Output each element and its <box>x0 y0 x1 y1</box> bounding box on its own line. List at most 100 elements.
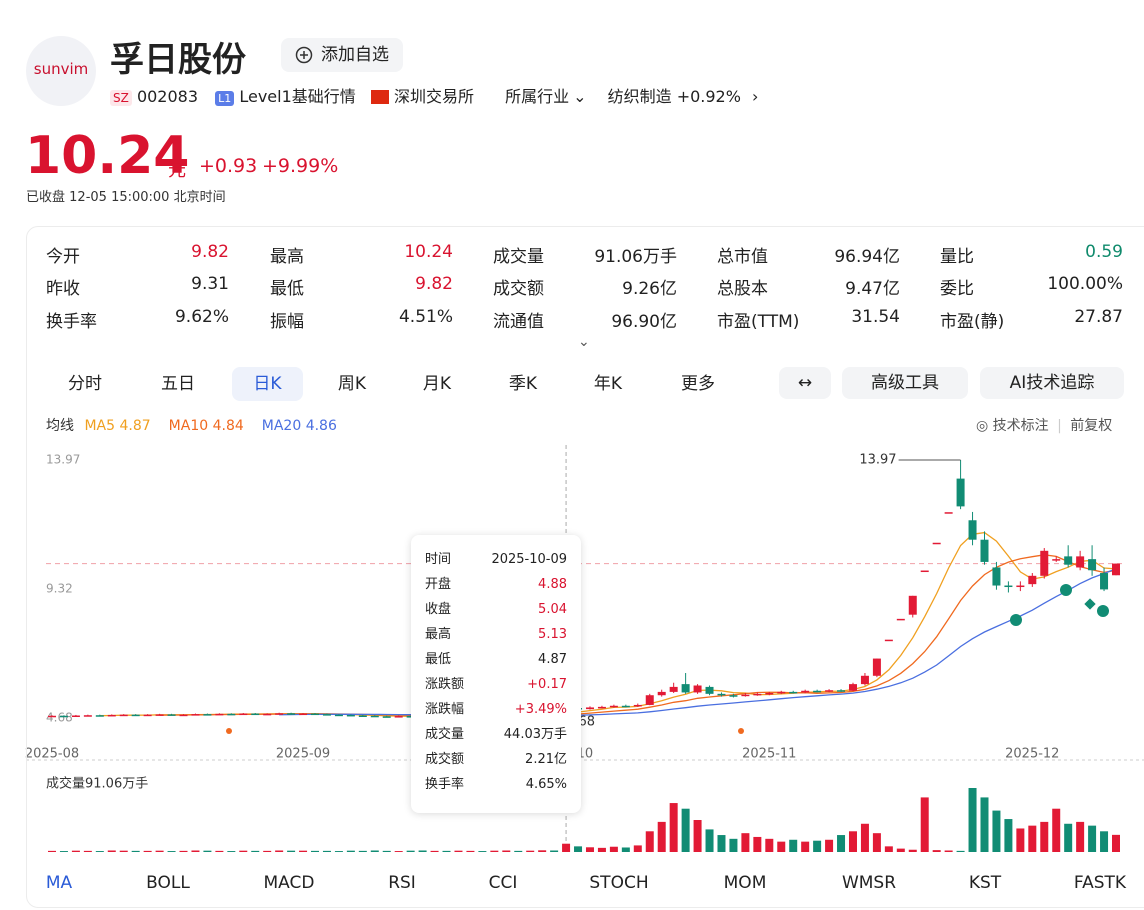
y-tick-label: 13.97 <box>46 453 80 467</box>
volume-bar <box>681 808 690 852</box>
candle-body <box>585 707 594 710</box>
indicator-tab[interactable]: MACD <box>263 873 315 893</box>
indicator-tab[interactable]: KST <box>968 873 1002 893</box>
tooltip-row: 涨跌幅 +3.49% <box>425 697 567 722</box>
candle-body <box>370 715 379 718</box>
indicator-tab[interactable]: WMSR <box>841 873 897 893</box>
candle-body <box>944 512 953 514</box>
indicator-tab[interactable]: MOM <box>723 873 767 893</box>
candle-body <box>693 685 702 693</box>
candle-body <box>681 684 690 693</box>
level: Level1基础行情 <box>239 87 356 106</box>
candle-body <box>789 691 798 694</box>
volume-bar <box>860 823 869 852</box>
candle-body <box>920 570 929 573</box>
volume-bar <box>944 850 953 852</box>
indicator-tab[interactable]: BOLL <box>146 873 190 893</box>
volume-bar <box>538 850 547 852</box>
candle-body <box>968 520 977 540</box>
legend-items: MA5 4.87 MA10 4.84 MA20 4.86 <box>84 418 354 434</box>
stat-value: 9.31 <box>191 274 229 294</box>
volume-bar <box>71 850 80 852</box>
volume-bar <box>717 835 726 852</box>
logo: sunvim <box>26 36 96 106</box>
change-pct: +9.99% <box>262 155 339 177</box>
tooltip-row: 涨跌额 +0.17 <box>425 672 567 697</box>
volume-bar <box>1100 831 1109 852</box>
quote-card <box>26 226 1144 908</box>
period-tab[interactable]: 年K <box>593 374 623 394</box>
stat-label: 市盈(TTM) <box>717 312 800 332</box>
stat-value: 9.26亿 <box>622 279 677 299</box>
indicator-tab[interactable]: CCI <box>488 873 518 893</box>
tooltip-row: 收盘 5.04 <box>425 597 567 622</box>
tooltip-row: 换手率 4.65% <box>425 772 567 797</box>
mark-toggle[interactable]: 技术标注 <box>992 418 1049 434</box>
legend-name: MA10 <box>168 418 209 434</box>
candle-body <box>657 691 666 696</box>
tooltip-value: 2025-10-09 <box>491 552 567 567</box>
period-tab[interactable]: 分时 <box>68 374 102 394</box>
candle-body <box>346 714 355 717</box>
expand-toggle[interactable]: ⌄ <box>578 334 590 350</box>
volume-bar <box>442 850 451 852</box>
candle-body <box>992 567 1001 586</box>
max-label: 13.97 <box>859 453 896 468</box>
chevron: ⌄ <box>573 87 587 106</box>
candle-body <box>287 713 296 715</box>
stat-label: 市盈(静) <box>940 312 1005 332</box>
candle-body <box>1028 575 1037 585</box>
indicator-tab[interactable]: STOCH <box>589 873 649 893</box>
chart-options: ◎ 技术标注 | 前复权 <box>976 415 1112 435</box>
volume-bar <box>1076 821 1085 852</box>
legend-value: 4.87 <box>119 418 151 434</box>
candle-body <box>131 714 140 717</box>
fit-button[interactable]: ↔ <box>779 367 831 399</box>
volume-bar <box>1064 823 1073 852</box>
candle-body <box>932 542 941 545</box>
indicator-tab[interactable]: FASTK <box>1073 873 1127 893</box>
volume-bar <box>848 831 857 852</box>
logo-text: sunvim <box>33 60 89 78</box>
candle-body <box>741 694 750 697</box>
volume-bar <box>908 849 917 852</box>
industry-menu[interactable]: 所属行业 <box>505 87 570 106</box>
volume-bar <box>765 838 774 852</box>
volume-bar <box>597 847 606 852</box>
candle-body <box>251 713 260 716</box>
volume-bar <box>334 851 343 852</box>
volume-bar <box>526 850 535 852</box>
volume-bar <box>574 846 583 852</box>
adjust[interactable]: 前复权 <box>1070 418 1113 434</box>
candle-body <box>765 693 774 695</box>
period-tab[interactable]: 日K <box>232 367 303 401</box>
status: 已收盘 <box>26 190 66 205</box>
candle-body <box>705 686 714 694</box>
tool-label: 高级工具 <box>871 373 939 393</box>
indicator-tab[interactable]: RSI <box>388 873 416 893</box>
stat-value: 100.00% <box>1047 274 1123 294</box>
candle-body <box>71 715 80 718</box>
tool-button[interactable]: 高级工具 <box>842 367 968 399</box>
code: 002083 <box>136 87 199 106</box>
period-tab[interactable]: 周K <box>337 374 367 394</box>
volume-bar <box>968 788 977 852</box>
volume-bar <box>227 851 236 852</box>
industry[interactable]: 纺织制造 <box>607 87 672 106</box>
volume-bar <box>454 850 463 852</box>
indicator-tab[interactable]: MA <box>45 873 73 893</box>
exchange: 深圳交易所 <box>393 87 474 106</box>
volume-bar <box>322 850 331 852</box>
period-tab[interactable]: 更多 <box>681 374 715 394</box>
candle-body <box>872 658 881 676</box>
volume-bar <box>837 835 846 852</box>
ai-button[interactable]: AI技术追踪 <box>980 367 1124 399</box>
period-tab[interactable]: 月K <box>422 374 452 394</box>
stat-value: 9.82 <box>191 242 229 262</box>
period-tab[interactable]: 五日 <box>161 374 195 394</box>
watch-button[interactable]: 添加自选 <box>281 38 403 72</box>
period-tab[interactable]: 季K <box>508 374 538 394</box>
signal-marker <box>1084 598 1096 610</box>
candle-body <box>275 713 284 715</box>
volume-bar <box>980 797 989 852</box>
